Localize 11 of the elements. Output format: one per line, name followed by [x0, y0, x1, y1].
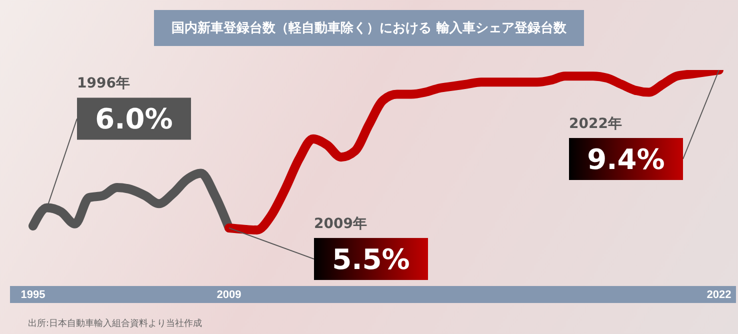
data-label: 6.0% — [95, 102, 173, 136]
annotation: 2009年 — [314, 216, 367, 232]
chart-title: 国内新車登録台数（軽自動車除く）における 輸入車シェア登録台数 — [154, 10, 584, 46]
x-tick-label: 1995 — [20, 289, 46, 301]
annotation: 1996年 — [77, 76, 130, 92]
x-tick-label: 2022 — [706, 289, 732, 301]
text: 出所:日本自動車輸入組合資料より当社作成 — [28, 318, 202, 330]
data-label: 5.5% — [332, 242, 410, 276]
annotation: 2022年 — [569, 116, 622, 132]
x-tick-label: 2009 — [216, 289, 242, 301]
data-label: 9.4% — [587, 143, 665, 176]
